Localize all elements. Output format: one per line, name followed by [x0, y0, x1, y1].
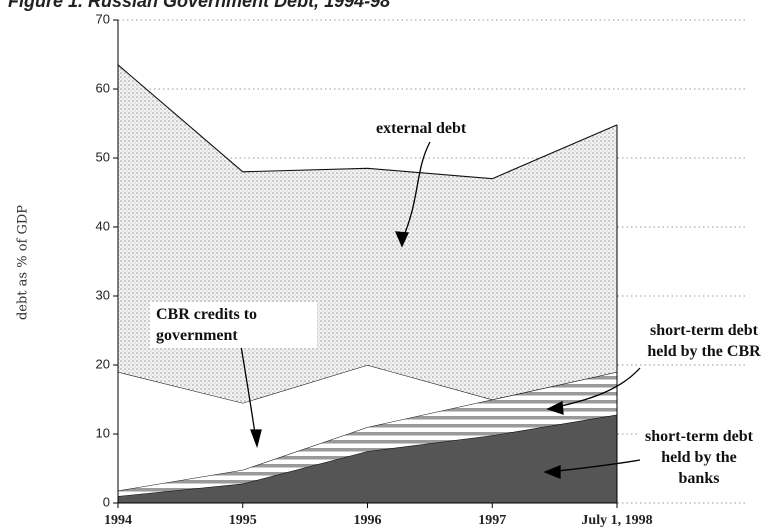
series-label: external debt: [376, 120, 467, 137]
y-tick-label: 20: [96, 356, 110, 371]
y-tick-label: 0: [103, 494, 110, 509]
area-edge: [117, 64, 618, 180]
x-tick-label: 1996: [354, 513, 382, 528]
x-tick-label: July 1, 1998: [581, 513, 652, 528]
area: [118, 414, 617, 503]
series-label: short-term debt held by the banks: [640, 426, 758, 489]
y-tick-label: 10: [96, 425, 110, 440]
area: [118, 365, 617, 491]
series-label: CBR credits to government: [150, 302, 317, 348]
y-tick-label: 50: [96, 149, 110, 164]
y-axis-label: debt as % of GDP: [15, 204, 31, 321]
y-tick-label: 30: [96, 287, 110, 302]
area: [118, 64, 617, 403]
y-tick-label: 40: [96, 218, 110, 233]
y-tick-label: 60: [96, 80, 110, 95]
y-tick-label: 70: [96, 11, 110, 26]
x-tick-label: 1997: [478, 513, 506, 528]
x-tick-label: 1995: [229, 513, 257, 528]
x-tick-label: 1994: [104, 513, 132, 528]
chart-title: Figure 1. Russian Government Debt, 1994-…: [8, 0, 391, 11]
arrows: [239, 141, 641, 479]
area: [118, 371, 617, 497]
series-label: short-term debt held by the CBR: [645, 320, 763, 362]
